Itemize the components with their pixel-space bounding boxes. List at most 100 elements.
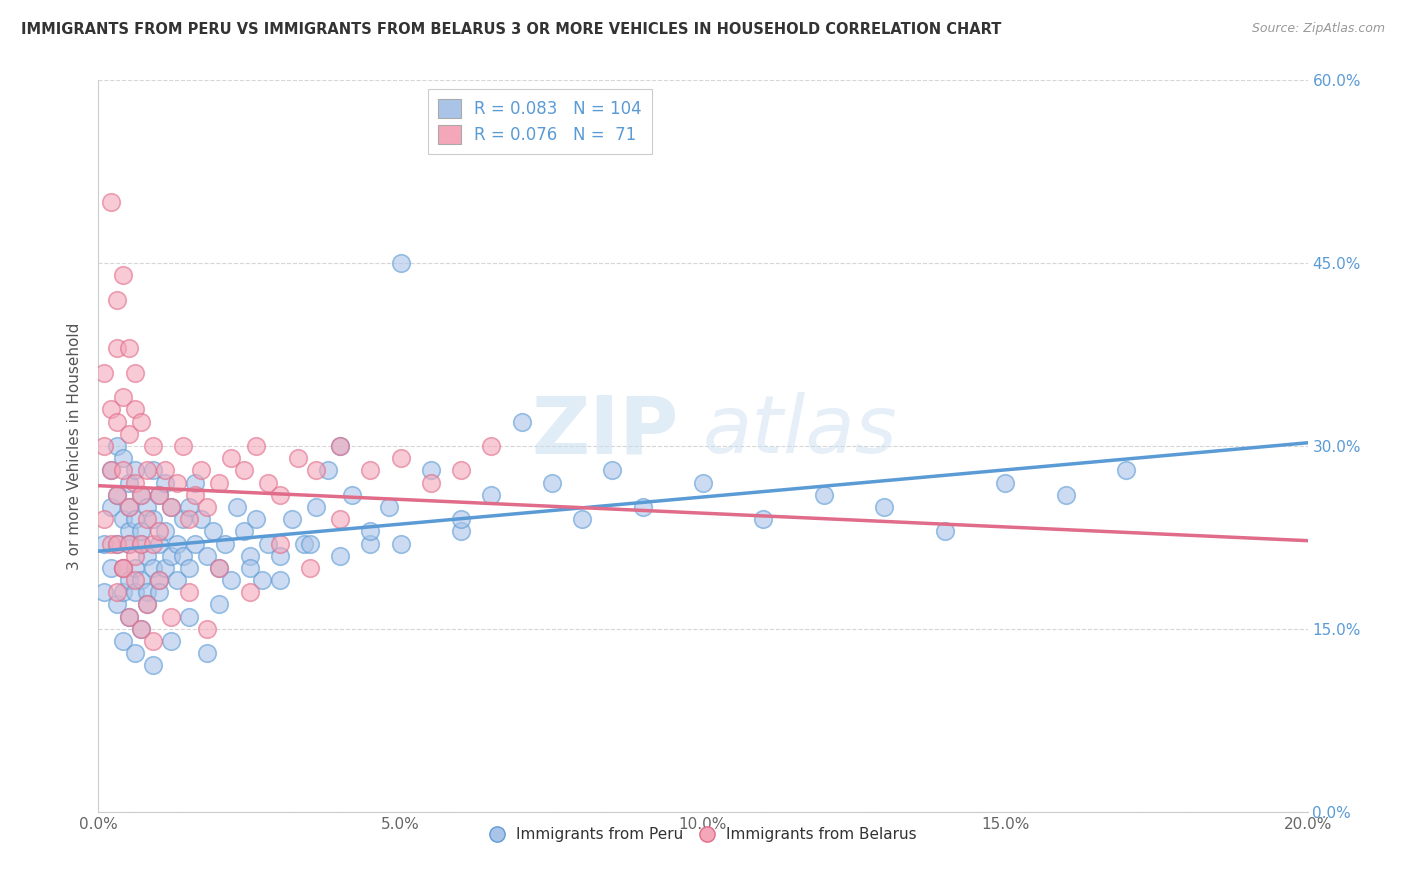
Point (129, 488, 152, 502)
Point (540, 475, 562, 490)
Point (190, 512, 212, 526)
Point (239, 561, 262, 575)
Point (135, 598, 157, 612)
Point (111, 634, 134, 648)
Point (105, 415, 128, 429)
Point (195, 622, 218, 636)
Point (232, 524, 254, 539)
Point (129, 573, 152, 587)
Point (148, 573, 170, 587)
Point (184, 475, 207, 490)
Point (342, 488, 364, 502)
Point (93, 536, 115, 550)
Point (269, 573, 291, 587)
Point (256, 475, 278, 490)
Point (160, 500, 183, 514)
Point (142, 439, 165, 453)
Text: atlas: atlas (703, 392, 898, 470)
Point (360, 463, 382, 477)
Point (148, 524, 170, 539)
Point (184, 536, 207, 550)
Point (481, 488, 503, 502)
Point (135, 598, 157, 612)
Point (105, 536, 128, 550)
Point (179, 512, 201, 526)
Point (329, 439, 352, 453)
Point (135, 585, 157, 599)
Point (124, 512, 146, 526)
Point (250, 573, 273, 587)
Point (245, 512, 267, 526)
Point (142, 512, 165, 526)
Point (305, 463, 328, 477)
Point (93, 366, 115, 380)
Point (160, 634, 183, 648)
Point (329, 512, 352, 526)
Point (287, 451, 309, 466)
Point (1115, 463, 1137, 477)
Point (245, 439, 267, 453)
Point (118, 609, 141, 624)
Point (153, 524, 176, 539)
Point (153, 561, 176, 575)
Point (1054, 488, 1077, 502)
Point (232, 463, 254, 477)
Point (195, 500, 218, 514)
Text: Source: ZipAtlas.com: Source: ZipAtlas.com (1251, 22, 1385, 36)
Point (105, 488, 128, 502)
Point (934, 524, 956, 539)
Point (195, 549, 218, 563)
Point (450, 463, 472, 477)
Point (129, 536, 152, 550)
Point (118, 536, 141, 550)
Point (166, 536, 188, 550)
Legend: Immigrants from Peru, Immigrants from Belarus: Immigrants from Peru, Immigrants from Be… (482, 821, 924, 848)
Point (208, 561, 231, 575)
Point (190, 463, 212, 477)
Point (160, 609, 183, 624)
Point (281, 512, 304, 526)
Point (305, 500, 328, 514)
Point (129, 622, 152, 636)
Point (873, 500, 896, 514)
Point (111, 561, 134, 575)
Point (179, 609, 201, 624)
Point (105, 439, 128, 453)
Point (111, 512, 134, 526)
Point (692, 475, 714, 490)
Point (118, 524, 141, 539)
Point (329, 549, 352, 563)
Point (124, 561, 146, 575)
Point (142, 658, 165, 673)
Point (118, 342, 141, 356)
Point (93, 512, 115, 526)
Point (256, 536, 278, 550)
Point (111, 451, 134, 466)
Point (160, 500, 183, 514)
Point (105, 488, 128, 502)
Point (179, 500, 201, 514)
Point (135, 549, 157, 563)
Point (450, 524, 472, 539)
Point (299, 536, 322, 550)
Y-axis label: 3 or more Vehicles in Household: 3 or more Vehicles in Household (67, 322, 83, 570)
Point (510, 415, 533, 429)
Point (420, 475, 443, 490)
Point (100, 561, 122, 575)
Point (118, 426, 141, 441)
Point (160, 549, 183, 563)
Point (118, 536, 141, 550)
Point (118, 573, 141, 587)
Point (184, 488, 207, 502)
Point (124, 463, 146, 477)
Point (105, 293, 128, 307)
Point (208, 598, 231, 612)
Point (420, 463, 443, 477)
Point (221, 451, 243, 466)
Point (111, 561, 134, 575)
Point (153, 475, 176, 490)
Point (118, 500, 141, 514)
Point (239, 549, 262, 563)
Point (389, 451, 412, 466)
Point (299, 561, 322, 575)
